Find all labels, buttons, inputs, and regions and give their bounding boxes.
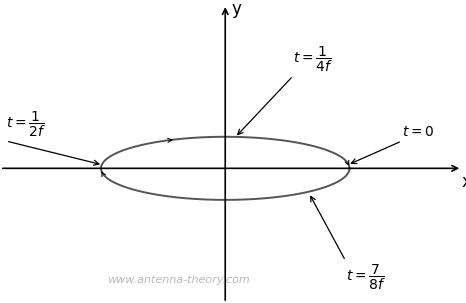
Text: $t=\dfrac{1}{2f}$: $t=\dfrac{1}{2f}$ bbox=[6, 110, 46, 139]
Text: $t=\dfrac{7}{8f}$: $t=\dfrac{7}{8f}$ bbox=[346, 263, 385, 292]
Text: www.antenna-theory.com: www.antenna-theory.com bbox=[107, 275, 250, 285]
Text: $t=\dfrac{1}{4f}$: $t=\dfrac{1}{4f}$ bbox=[293, 44, 333, 74]
Text: y: y bbox=[231, 0, 241, 18]
Text: x: x bbox=[461, 173, 466, 191]
Text: $t=0$: $t=0$ bbox=[402, 125, 434, 139]
